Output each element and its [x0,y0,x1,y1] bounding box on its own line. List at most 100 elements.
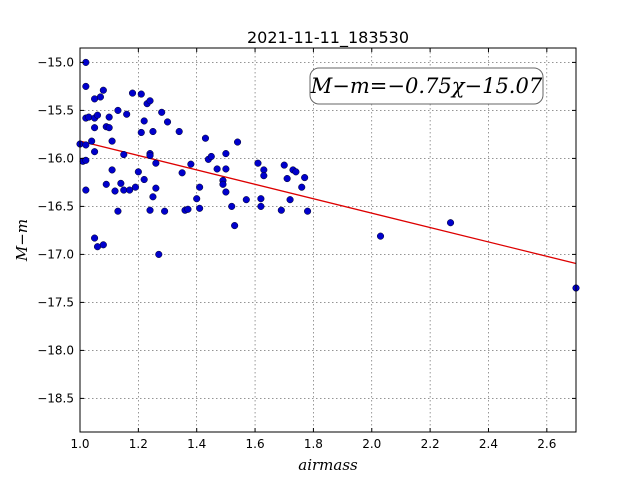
chart-title: 2021-11-11_183530 [247,28,409,48]
data-point [105,113,113,121]
data-point [292,168,300,176]
data-point [301,174,309,182]
data-point [219,180,227,188]
data-point [222,165,230,173]
data-point [96,93,104,101]
data-point [99,241,107,249]
data-point [187,160,195,168]
data-point [207,152,215,161]
data-point [155,250,163,258]
data-point [184,205,192,213]
x-tick-label: 2.6 [537,437,556,451]
data-point [283,175,291,183]
fit-equation-frame [309,67,544,105]
data-point [260,172,268,180]
data-point [234,138,242,146]
x-tick-label: 1.0 [70,437,89,451]
data-point [105,124,113,132]
data-point [242,196,250,204]
y-tick-label: −18.5 [37,391,74,405]
x-tick-labels: 1.0 1.2 1.4 1.6 1.8 2.0 2.2 2.4 2.6 [70,437,556,451]
data-point [277,206,285,214]
data-point [131,183,139,191]
y-tick-label: −18.0 [37,343,74,357]
data-points [76,58,580,292]
plot-frame [79,47,577,433]
fit-line-layer [79,140,577,265]
data-point [120,151,128,159]
data-point [228,202,236,210]
data-point [193,195,201,203]
x-tick-label: 1.2 [129,437,148,451]
data-point [82,186,90,194]
data-point [114,207,122,215]
data-point [280,161,288,169]
x-tick-label: 1.8 [304,437,323,451]
data-point [108,137,116,145]
data-point [152,184,160,192]
data-point [175,127,183,136]
data-point [93,111,102,119]
data-point [128,89,137,97]
data-point [178,169,186,177]
x-tick-label: 2.4 [479,437,498,451]
data-point [146,151,154,160]
data-point [158,108,166,116]
data-point [149,193,157,201]
data-point [376,232,385,240]
data-point [146,206,154,214]
fit-line [79,140,577,265]
data-point [222,188,230,196]
y-tick-label: −17.5 [37,295,74,309]
data-point [134,168,142,176]
data-point [85,113,93,121]
data-point [213,165,221,173]
data-point [117,179,125,187]
fit-equation-label: M−m=−0.75χ−15.07 [310,74,543,98]
y-tick-label: −17.0 [37,247,74,261]
data-point [108,166,116,174]
data-point [91,124,99,132]
data-point [196,183,204,191]
data-point [196,204,204,212]
data-point [82,141,90,149]
data-point [114,106,122,114]
x-tick-label: 2.0 [362,437,381,451]
x-tick-label: 1.6 [246,437,265,451]
data-point [140,117,148,125]
data-point [304,207,312,215]
data-point [201,134,210,142]
y-tick-label: −15.5 [37,103,74,117]
x-tick-label: 1.4 [187,437,206,451]
data-point [146,97,154,105]
data-point [99,86,107,94]
x-axis-label: airmass [298,456,358,474]
data-point [91,148,99,156]
data-point [91,234,99,242]
data-point [286,196,294,204]
data-point [222,150,230,158]
data-point [102,180,110,188]
y-axis-label: M−m [13,219,31,262]
data-point [137,128,145,137]
data-point [152,159,160,167]
data-point [82,156,90,164]
data-point [88,137,96,145]
grid-lines [79,48,576,432]
axis-ticks [79,48,576,432]
data-point [140,175,148,184]
data-point [126,186,134,194]
y-tick-label: −16.0 [37,151,74,165]
y-tick-labels: −15.0 −15.5 −16.0 −16.5 −17.0 −17.5 −18.0 −18.5 [37,55,74,405]
data-point [123,110,131,118]
data-point [231,222,239,230]
data-point [298,183,306,191]
data-point [257,195,265,203]
x-tick-label: 2.2 [421,437,440,451]
fit-equation-box: M−m=−0.75χ−15.07 [309,67,544,105]
data-point [137,90,145,98]
data-point [149,127,157,136]
data-point [254,159,262,167]
data-point [163,118,172,126]
